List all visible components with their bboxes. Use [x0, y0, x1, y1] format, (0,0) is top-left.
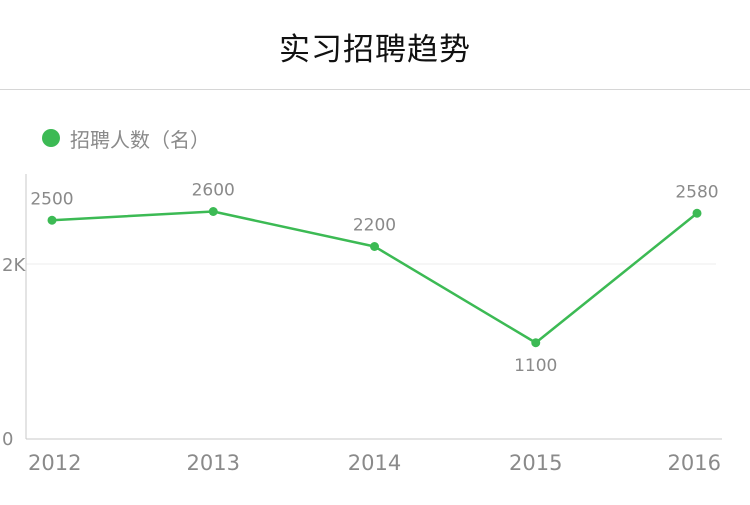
x-tick-label: 2012 [28, 451, 81, 475]
chart-header: 实习招聘趋势 [0, 0, 750, 90]
y-tick-label: 0 [2, 429, 13, 450]
chart-title: 实习招聘趋势 [279, 32, 471, 68]
legend-label: 招聘人数（名） [70, 127, 210, 152]
data-label: 2500 [30, 189, 73, 209]
chart-legend[interactable]: 招聘人数（名） [42, 124, 210, 152]
data-points [47, 207, 702, 348]
data-label: 2200 [353, 216, 396, 236]
x-tick-labels: 2012 2013 2014 2015 2016 [28, 451, 721, 475]
x-tick-label: 2015 [509, 451, 562, 475]
legend-marker [42, 129, 60, 147]
x-tick-label: 2014 [348, 451, 401, 475]
data-label: 2600 [192, 181, 235, 201]
data-point[interactable] [47, 215, 57, 225]
y-tick-label: 2K [2, 255, 26, 276]
data-point[interactable] [370, 242, 379, 251]
y-tick-labels: 0 2K [2, 255, 26, 450]
data-label: 2580 [675, 182, 718, 202]
x-tick-label: 2016 [668, 451, 721, 475]
data-point[interactable] [692, 208, 702, 218]
x-tick-label: 2013 [187, 451, 240, 475]
data-labels: 2500 2600 2200 1100 2580 [30, 181, 718, 376]
data-point[interactable] [208, 207, 218, 216]
data-point[interactable] [531, 338, 541, 348]
data-label: 1100 [514, 356, 557, 376]
